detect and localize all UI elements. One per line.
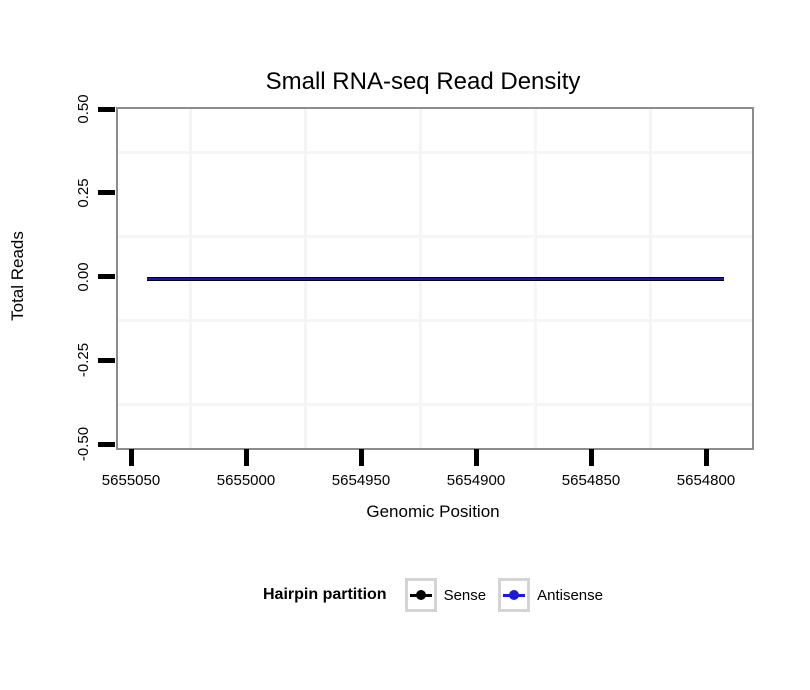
y-axis-title: Total Reads <box>8 231 27 321</box>
x-axis-tick <box>473 449 479 466</box>
y-axis-tick <box>98 274 115 279</box>
minor-gridline-horizontal <box>118 318 752 322</box>
x-axis-tick <box>243 449 249 466</box>
x-axis-title: Genomic Position <box>366 502 500 521</box>
x-axis-tick <box>588 449 594 466</box>
y-axis-tick-label: 0.00 <box>75 261 92 292</box>
chart-title: Small RNA-seq Read Density <box>265 68 581 95</box>
legend-label: Sense <box>443 586 487 604</box>
y-axis-tick-label: 0.25 <box>75 178 92 208</box>
x-axis-tick <box>703 449 709 466</box>
x-axis-tick-label: 5654800 <box>676 472 736 489</box>
x-axis-tick-label: 5654950 <box>331 472 391 489</box>
x-axis-tick-label: 5655050 <box>101 472 161 489</box>
x-axis-tick-label: 5654850 <box>561 472 621 489</box>
y-axis-tick-label: -0.25 <box>75 343 92 378</box>
minor-gridline-horizontal <box>118 151 752 155</box>
legend-entry-antisense: Antisense <box>498 578 603 612</box>
y-axis-tick-label: -0.50 <box>75 426 92 462</box>
legend: Hairpin partition Sense Antisense <box>116 576 750 614</box>
x-axis-tick <box>358 449 364 466</box>
legend-key-sense <box>404 578 437 612</box>
legend-label: Antisense <box>537 586 603 604</box>
plot-panel <box>116 107 754 450</box>
series-line-antisense <box>146 277 725 280</box>
x-axis-tick <box>128 449 134 466</box>
x-axis-tick-label: 5654900 <box>446 472 506 489</box>
y-axis-tick <box>98 441 115 447</box>
x-axis-tick-label: 5655000 <box>216 472 276 489</box>
y-axis-tick <box>98 106 115 112</box>
minor-gridline-horizontal <box>118 402 752 406</box>
y-axis-tick <box>98 357 115 363</box>
legend-key-antisense <box>498 578 531 612</box>
minor-gridline-horizontal <box>118 235 752 239</box>
legend-key-dot <box>509 590 520 600</box>
legend-key-dot <box>415 590 426 600</box>
legend-entries: Sense Antisense <box>404 578 603 612</box>
y-axis-tick <box>98 190 115 196</box>
legend-entry-sense: Sense <box>404 578 487 612</box>
legend-title: Hairpin partition <box>263 586 387 603</box>
y-axis-tick-label: 0.50 <box>75 94 92 124</box>
